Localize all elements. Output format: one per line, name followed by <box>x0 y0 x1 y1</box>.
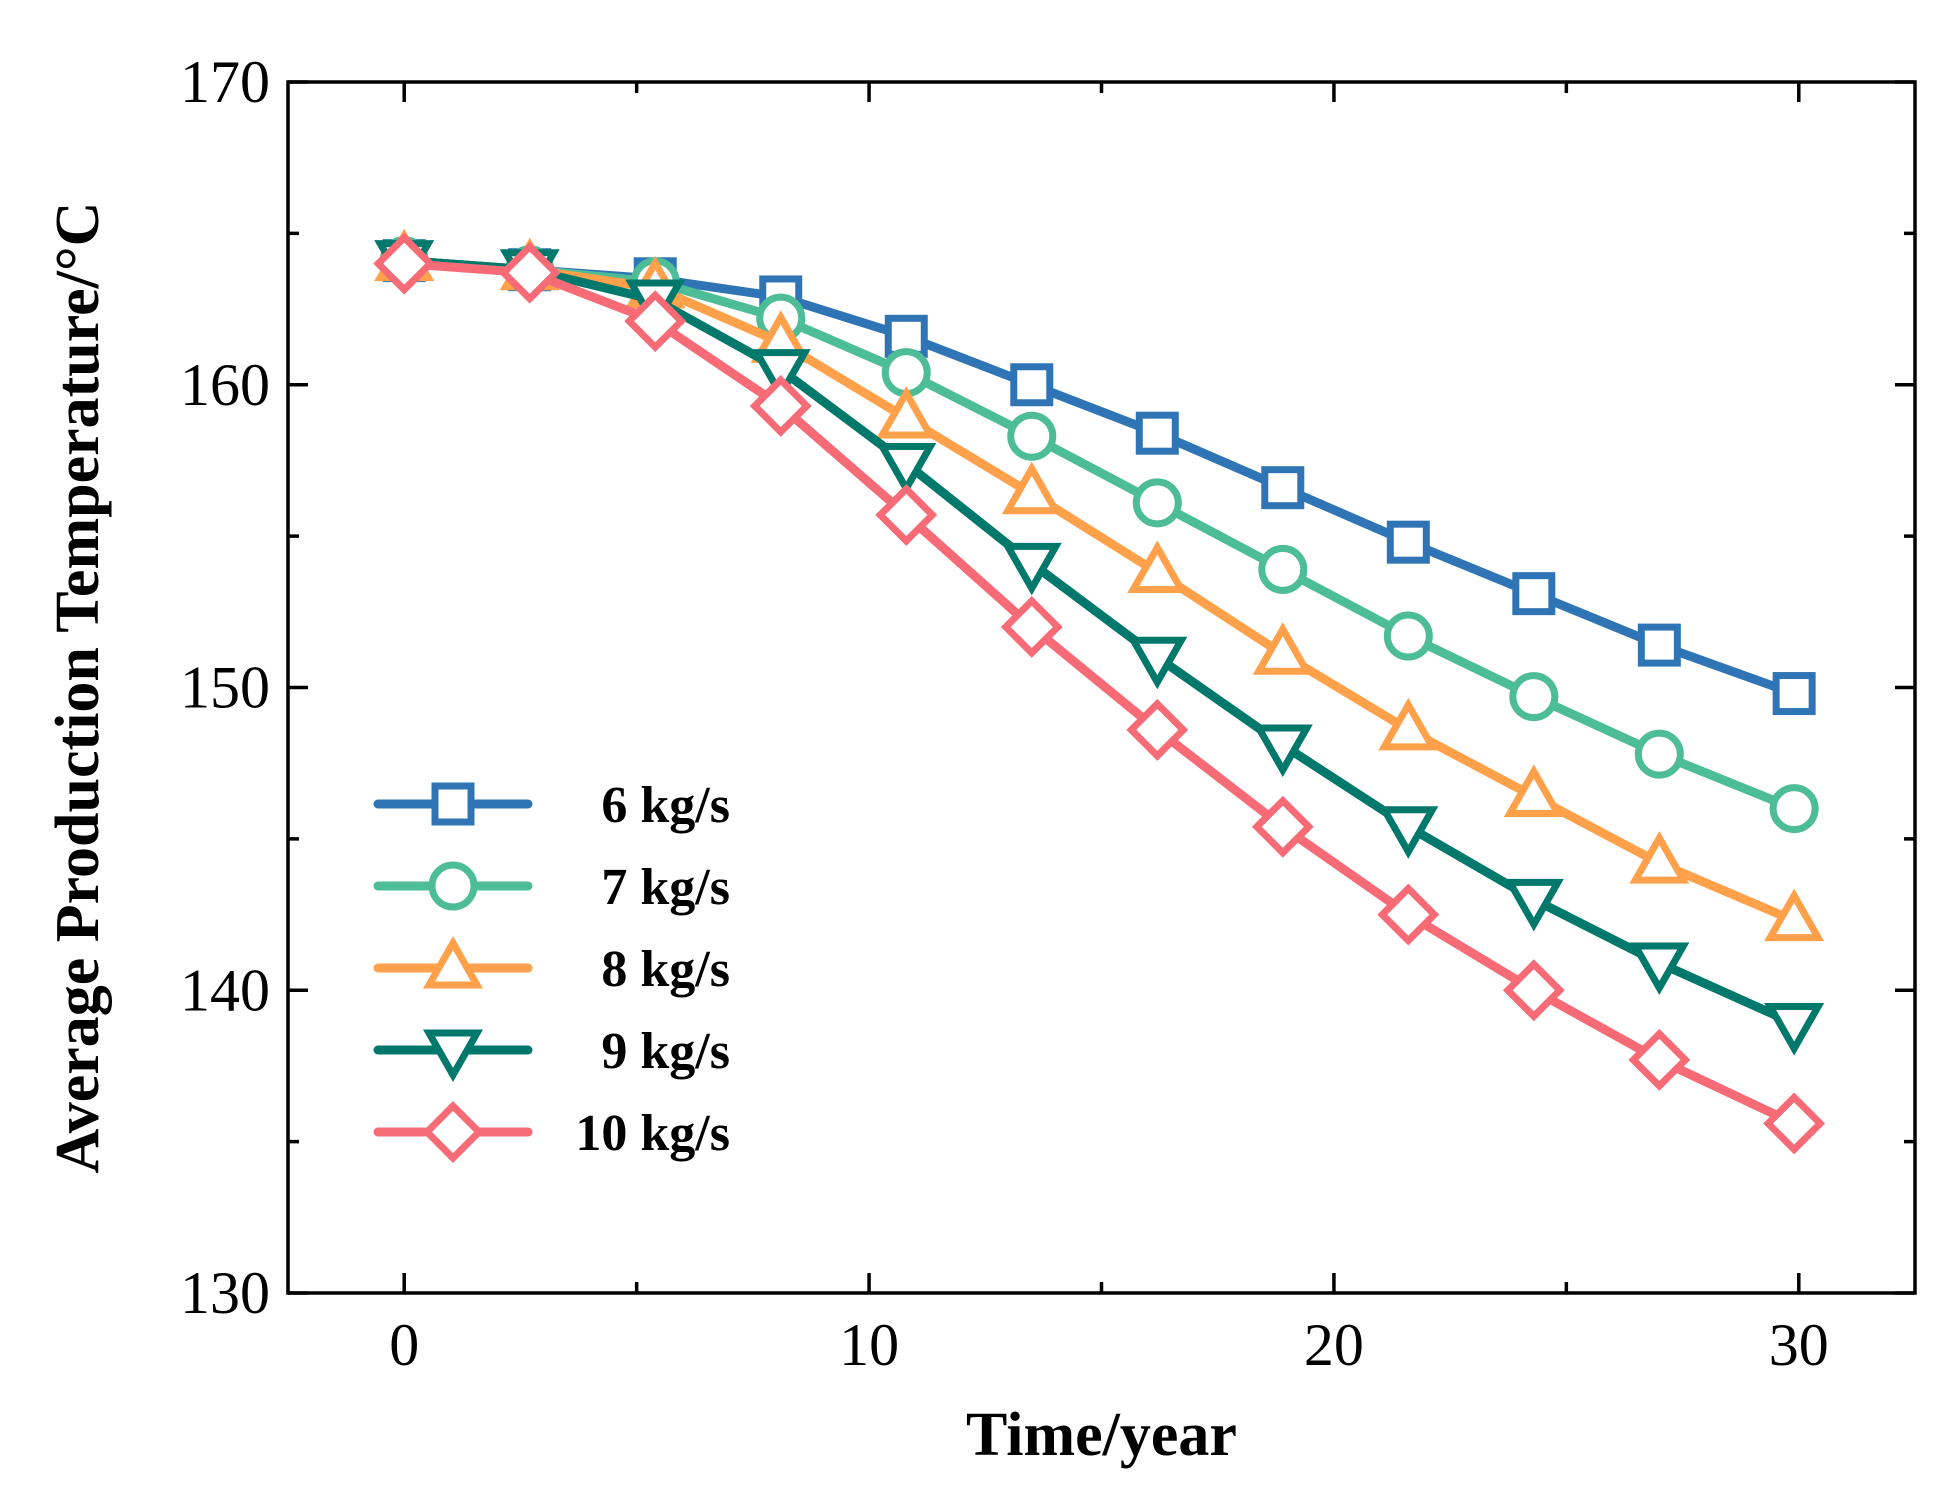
data-point <box>1378 697 1439 751</box>
data-point <box>1629 831 1690 884</box>
data-point <box>1772 672 1816 716</box>
data-point <box>1126 698 1189 761</box>
axis-ticks: 0 10 20 30 130 140 150 160 170 <box>180 49 1915 1378</box>
data-point <box>1001 461 1062 515</box>
data-point <box>1377 883 1440 946</box>
data-point <box>1000 596 1063 658</box>
data-point <box>1769 784 1819 834</box>
data-point <box>1386 520 1430 564</box>
data-point <box>1509 672 1559 722</box>
series-10-kg-s <box>373 232 1826 1155</box>
legend-entry: 8 kg/s <box>373 935 730 998</box>
data-point <box>1135 411 1179 455</box>
legend-label: 7 kg/s <box>601 859 730 916</box>
series-line <box>399 256 1799 699</box>
x-tick-label: 20 <box>1304 1312 1364 1378</box>
legend-marker <box>422 1101 484 1163</box>
data-point <box>1252 622 1313 675</box>
data-point <box>876 385 937 439</box>
data-point <box>1258 544 1308 594</box>
data-point <box>624 290 687 353</box>
x-tick-label: 0 <box>389 1312 419 1378</box>
data-point <box>373 232 436 295</box>
data-point <box>1628 1028 1691 1091</box>
data-point <box>1378 806 1439 859</box>
legend-marker <box>422 1029 484 1083</box>
legend-label: 10 kg/s <box>575 1105 730 1162</box>
data-point <box>1010 363 1054 407</box>
legend: 6 kg/s 7 kg/s 8 kg/s 9 kg/s 10 kg/s <box>373 777 730 1163</box>
legend-marker <box>428 861 478 911</box>
data-point <box>875 483 938 546</box>
y-axis-title: Average Production Temperature/°C <box>44 202 112 1174</box>
data-point <box>1634 729 1684 779</box>
series-6-kg-s <box>382 239 1816 716</box>
data-point <box>1127 636 1188 690</box>
series-9-kg-s <box>374 240 1825 1056</box>
data-point <box>1261 466 1305 510</box>
legend-entry: 10 kg/s <box>373 1101 730 1163</box>
legend-entry: 6 kg/s <box>373 777 730 834</box>
x-tick-label: 30 <box>1769 1312 1829 1378</box>
data-point <box>1132 478 1182 528</box>
data-point <box>1764 888 1825 942</box>
y-tick-label: 140 <box>180 957 270 1023</box>
series-layer <box>373 228 1826 1155</box>
data-point <box>749 374 812 437</box>
x-axis-title: Time/year <box>966 1401 1237 1469</box>
x-tick-label: 10 <box>839 1312 899 1378</box>
legend-label: 6 kg/s <box>601 777 730 834</box>
data-point <box>1503 764 1564 817</box>
data-point <box>1001 542 1062 596</box>
y-tick-label: 170 <box>180 49 270 115</box>
legend-label: 9 kg/s <box>601 1023 730 1080</box>
legend-label: 8 kg/s <box>601 941 730 998</box>
legend-marker <box>422 935 484 989</box>
y-tick-label: 150 <box>180 655 270 721</box>
legend-entry: 7 kg/s <box>373 859 730 916</box>
y-tick-label: 160 <box>180 352 270 418</box>
data-point <box>1127 540 1188 593</box>
data-point <box>1503 878 1564 932</box>
data-point <box>1629 942 1690 996</box>
legend-entry: 9 kg/s <box>373 1023 730 1083</box>
series-8-kg-s <box>374 228 1825 942</box>
data-point <box>750 349 811 402</box>
data-point <box>498 241 561 304</box>
data-point <box>1637 623 1681 667</box>
data-point <box>876 442 937 496</box>
data-point <box>1252 724 1313 778</box>
legend-marker <box>431 782 475 826</box>
data-point <box>1502 959 1565 1022</box>
data-point <box>1007 411 1057 461</box>
data-point <box>1383 611 1433 661</box>
data-point <box>1763 1092 1826 1155</box>
y-tick-label: 130 <box>180 1260 270 1326</box>
data-point <box>1512 572 1556 616</box>
data-point <box>1251 795 1314 858</box>
data-point <box>1764 1003 1825 1056</box>
